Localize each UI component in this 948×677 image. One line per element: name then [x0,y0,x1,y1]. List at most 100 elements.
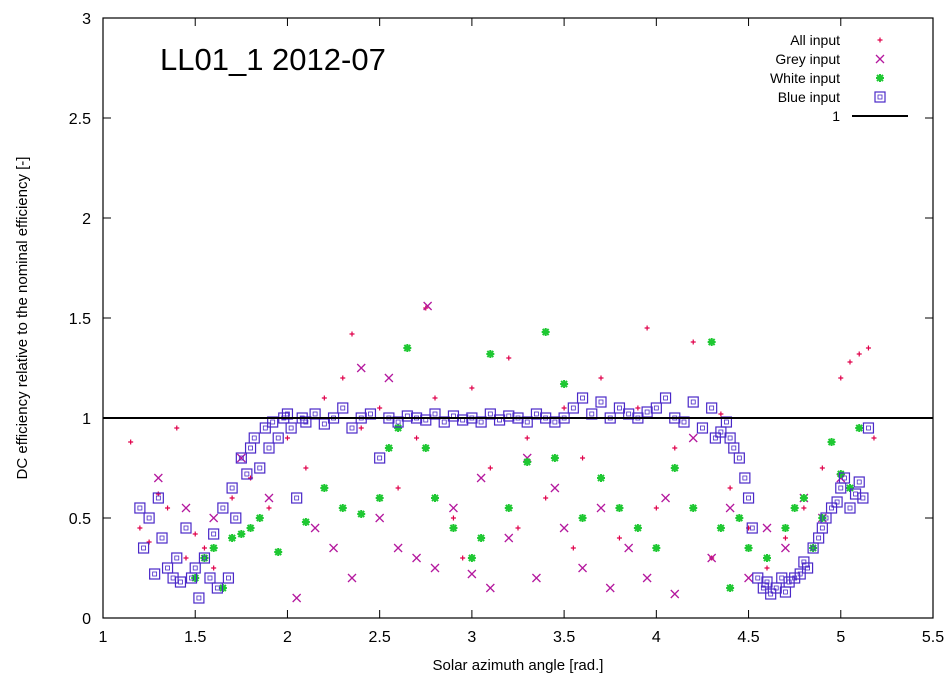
data-point-inner [823,515,829,521]
data-point [401,410,413,422]
data-point [794,568,806,580]
data-point [707,338,716,346]
data-point [318,418,330,430]
data-point [580,455,586,461]
data-point-inner [432,411,438,417]
data-point [578,563,588,573]
data-point-inner [233,515,239,521]
legend-symbol-inner [877,94,883,100]
data-point [847,359,853,365]
data-point-inner [137,505,143,511]
data-point [156,532,168,544]
x-tick-label: 1.5 [184,629,206,646]
data-point-inner [214,585,220,591]
legend-label: White input [770,70,840,86]
data-point [836,470,845,478]
data-point-inner [270,419,276,425]
data-point [477,534,486,542]
data-point [200,554,209,562]
data-point [776,572,788,584]
data-point [430,563,440,573]
data-point-inner [727,435,733,441]
data-point-inner [368,411,373,417]
data-point [211,582,223,594]
data-point [204,572,216,584]
data-point [192,531,198,537]
data-point [865,345,871,351]
x-tick-label: 5 [836,629,845,646]
data-point-inner [856,479,862,485]
data-point-inner [644,409,650,415]
data-point [615,504,624,512]
data-point-inner [749,525,755,531]
data-point [374,452,386,464]
data-point [321,395,327,401]
data-point-inner [174,555,180,561]
data-point [217,502,229,514]
data-point-inner [487,411,493,417]
data-point [161,562,174,574]
data-point [254,462,266,474]
data-point [780,543,790,553]
data-point [189,562,201,574]
data-point [357,510,366,518]
data-point [718,411,724,417]
data-point [394,424,403,432]
data-point [266,505,272,511]
data-point [653,505,659,511]
data-point-inner [819,525,825,531]
data-point [744,544,753,552]
data-point [356,363,366,373]
data-point [467,569,477,579]
data-point-inner [165,565,170,571]
data-point-inner [736,455,742,461]
data-point [236,453,246,463]
data-point [739,472,751,484]
data-point [432,395,438,401]
data-point [838,472,851,484]
data-point [598,375,604,381]
data-point-inner [746,495,751,501]
data-point-inner [764,579,770,585]
data-point-inner [257,465,263,471]
data-point-inner [395,419,401,425]
data-point-inner [189,575,194,581]
data-point [395,485,401,491]
data-point [449,524,458,532]
data-point [827,438,836,446]
data-point [457,414,469,426]
data-point-inner [192,565,198,571]
data-point [624,543,634,553]
x-axis-label: Solar azimuth angle [rad.] [433,657,604,674]
data-point-inner [152,571,158,577]
series-grey-input [153,301,846,603]
data-point-inner [202,555,207,561]
data-point [338,504,347,512]
data-point [375,513,385,523]
data-point [241,468,253,480]
y-tick-label: 2.5 [69,111,91,128]
data-point [687,396,699,408]
data-point-inner [226,575,231,581]
data-point [421,444,430,452]
data-point [728,442,740,454]
data-point [337,402,349,414]
y-tick-label: 1.5 [69,311,91,328]
data-point-inner [847,505,853,511]
data-point [641,406,653,418]
data-point [616,535,622,541]
data-point [274,548,283,556]
data-point [652,544,661,552]
data-point-inner [709,405,715,411]
data-point [303,465,309,471]
data-point [235,452,247,464]
data-point [259,422,271,434]
data-point-inner [570,405,576,411]
data-point-inner [288,425,294,431]
x-tick-label: 2 [283,629,292,646]
data-point-inner [653,405,659,411]
data-point [375,494,384,502]
data-point [263,442,275,454]
data-point [237,530,246,538]
